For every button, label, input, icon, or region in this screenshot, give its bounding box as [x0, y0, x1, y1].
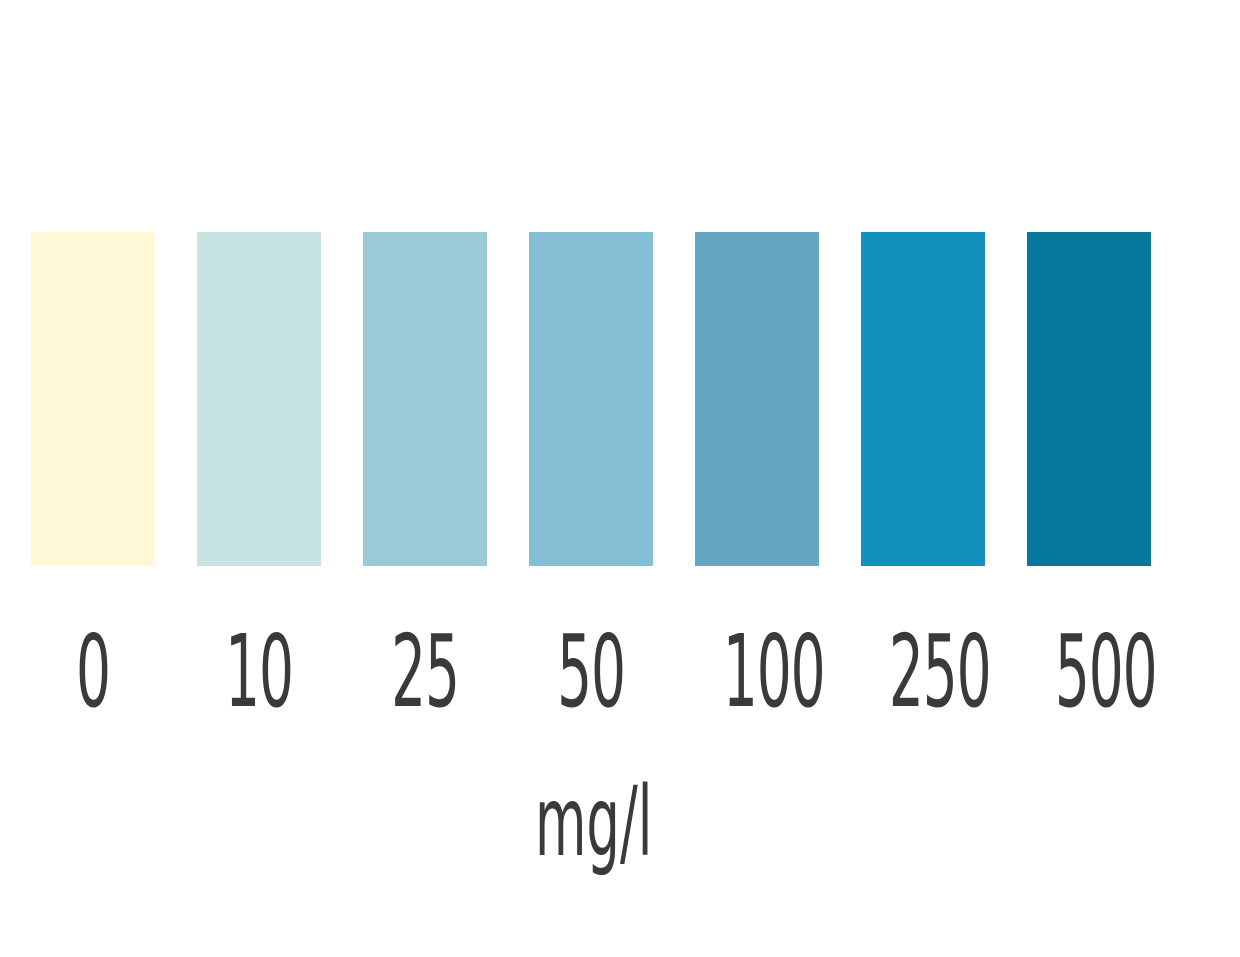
value-label-0: 0: [76, 613, 111, 730]
value-label-100: 100: [722, 613, 826, 730]
swatch-500: [1027, 232, 1151, 566]
swatch-100: [695, 232, 819, 566]
swatch-250: [861, 232, 985, 566]
swatch-25: [363, 232, 487, 566]
swatch-10: [197, 232, 321, 566]
swatch-0: [31, 232, 155, 566]
value-label-50: 50: [557, 613, 626, 730]
value-label-250: 250: [888, 613, 992, 730]
unit-label: mg/l: [535, 766, 653, 878]
value-label-25: 25: [391, 613, 460, 730]
value-label-10: 10: [225, 613, 294, 730]
swatch-50: [529, 232, 653, 566]
value-label-500: 500: [1054, 613, 1158, 730]
